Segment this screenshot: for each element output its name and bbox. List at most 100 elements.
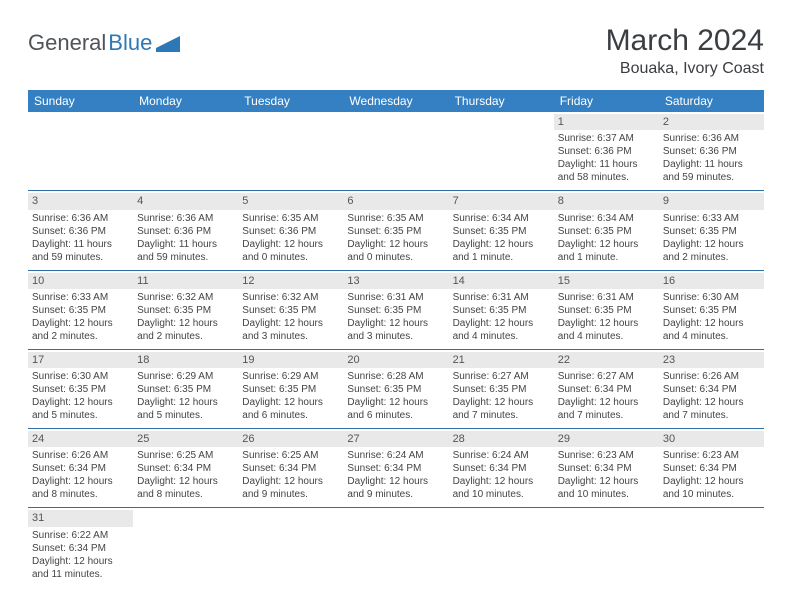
daylight-line: Daylight: 12 hours and 0 minutes. [242,238,339,264]
calendar-day-cell: 8Sunrise: 6:34 AMSunset: 6:35 PMDaylight… [554,191,659,270]
daylight-line: Daylight: 12 hours and 6 minutes. [347,396,444,422]
daylight-line: Daylight: 12 hours and 5 minutes. [32,396,129,422]
calendar-empty-cell [659,508,764,587]
calendar-row: 10Sunrise: 6:33 AMSunset: 6:35 PMDayligh… [28,270,764,349]
day-number: 6 [343,193,448,209]
daylight-line: Daylight: 12 hours and 10 minutes. [453,475,550,501]
calendar-day-cell: 20Sunrise: 6:28 AMSunset: 6:35 PMDayligh… [343,349,448,428]
sunrise-line: Sunrise: 6:23 AM [558,449,655,462]
calendar-day-cell: 15Sunrise: 6:31 AMSunset: 6:35 PMDayligh… [554,270,659,349]
calendar-day-cell: 19Sunrise: 6:29 AMSunset: 6:35 PMDayligh… [238,349,343,428]
sunrise-line: Sunrise: 6:34 AM [558,212,655,225]
calendar-empty-cell [449,112,554,191]
daylight-line: Daylight: 11 hours and 59 minutes. [663,158,760,184]
sunset-line: Sunset: 6:36 PM [137,225,234,238]
day-number: 13 [343,273,448,289]
calendar-day-cell: 23Sunrise: 6:26 AMSunset: 6:34 PMDayligh… [659,349,764,428]
calendar-row: 24Sunrise: 6:26 AMSunset: 6:34 PMDayligh… [28,429,764,508]
sunset-line: Sunset: 6:34 PM [242,462,339,475]
daylight-line: Daylight: 12 hours and 0 minutes. [347,238,444,264]
sunset-line: Sunset: 6:35 PM [32,304,129,317]
daylight-line: Daylight: 12 hours and 2 minutes. [32,317,129,343]
daylight-line: Daylight: 12 hours and 2 minutes. [137,317,234,343]
day-number: 2 [659,114,764,130]
sunset-line: Sunset: 6:34 PM [558,462,655,475]
sunrise-line: Sunrise: 6:25 AM [242,449,339,462]
day-number: 16 [659,273,764,289]
day-number: 28 [449,431,554,447]
calendar-day-cell: 6Sunrise: 6:35 AMSunset: 6:35 PMDaylight… [343,191,448,270]
day-number: 25 [133,431,238,447]
day-number: 20 [343,352,448,368]
day-number: 9 [659,193,764,209]
daylight-line: Daylight: 11 hours and 58 minutes. [558,158,655,184]
calendar-empty-cell [554,508,659,587]
calendar-day-cell: 21Sunrise: 6:27 AMSunset: 6:35 PMDayligh… [449,349,554,428]
calendar-day-cell: 5Sunrise: 6:35 AMSunset: 6:36 PMDaylight… [238,191,343,270]
calendar-day-cell: 25 Sunrise: 6:25 AMSunset: 6:34 PMDayligh… [133,429,238,508]
sunrise-line: Sunrise: 6:29 AM [242,370,339,383]
sunset-line: Sunset: 6:35 PM [242,383,339,396]
title-block: March 2024 Bouaka, Ivory Coast [606,24,764,78]
calendar-body: 1Sunrise: 6:37 AMSunset: 6:36 PMDaylight… [28,112,764,587]
sunrise-line: Sunrise: 6:36 AM [137,212,234,225]
sunrise-line: Sunrise: 6:36 AM [663,132,760,145]
day-number: 17 [28,352,133,368]
calendar-day-cell: 30Sunrise: 6:23 AMSunset: 6:34 PMDayligh… [659,429,764,508]
sunset-line: Sunset: 6:35 PM [137,304,234,317]
calendar-empty-cell [343,112,448,191]
weekday-header: Monday [133,90,238,112]
sunrise-line: Sunrise: 6:37 AM [558,132,655,145]
daylight-line: Daylight: 12 hours and 4 minutes. [558,317,655,343]
header: GeneralBlue March 2024 Bouaka, Ivory Coa… [28,24,764,78]
sunset-line: Sunset: 6:35 PM [663,304,760,317]
sunset-line: Sunset: 6:34 PM [137,462,234,475]
calendar-row: 1Sunrise: 6:37 AMSunset: 6:36 PMDaylight… [28,112,764,191]
sunset-line: Sunset: 6:34 PM [558,383,655,396]
calendar-day-cell: 13Sunrise: 6:31 AMSunset: 6:35 PMDayligh… [343,270,448,349]
day-number: 21 [449,352,554,368]
daylight-line: Daylight: 12 hours and 1 minute. [558,238,655,264]
calendar-empty-cell [238,112,343,191]
sunset-line: Sunset: 6:34 PM [32,462,129,475]
daylight-line: Daylight: 12 hours and 8 minutes. [32,475,129,501]
daylight-line: Daylight: 12 hours and 4 minutes. [663,317,760,343]
calendar-table: SundayMondayTuesdayWednesdayThursdayFrid… [28,90,764,587]
sunrise-line: Sunrise: 6:28 AM [347,370,444,383]
calendar-empty-cell [133,112,238,191]
sunset-line: Sunset: 6:35 PM [453,383,550,396]
daylight-line: Daylight: 12 hours and 11 minutes. [32,555,129,581]
sunset-line: Sunset: 6:36 PM [663,145,760,158]
calendar-day-cell: 22Sunrise: 6:27 AMSunset: 6:34 PMDayligh… [554,349,659,428]
calendar-row: 17Sunrise: 6:30 AMSunset: 6:35 PMDayligh… [28,349,764,428]
daylight-line: Daylight: 12 hours and 1 minute. [453,238,550,264]
calendar-empty-cell [343,508,448,587]
sunset-line: Sunset: 6:35 PM [347,225,444,238]
day-number: 27 [343,431,448,447]
calendar-day-cell: 2 Sunrise: 6:36 AMSunset: 6:36 PMDaylight… [659,112,764,191]
sunset-line: Sunset: 6:36 PM [32,225,129,238]
day-number: 24 [28,431,133,447]
daylight-line: Daylight: 12 hours and 7 minutes. [453,396,550,422]
calendar-empty-cell [28,112,133,191]
calendar-day-cell: 31Sunrise: 6:22 AMSunset: 6:34 PMDayligh… [28,508,133,587]
sunset-line: Sunset: 6:34 PM [663,462,760,475]
daylight-line: Daylight: 12 hours and 3 minutes. [242,317,339,343]
sunrise-line: Sunrise: 6:33 AM [32,291,129,304]
day-number: 1 [554,114,659,130]
calendar-row: 31Sunrise: 6:22 AMSunset: 6:34 PMDayligh… [28,508,764,587]
day-number: 15 [554,273,659,289]
weekday-header: Friday [554,90,659,112]
day-number: 11 [133,273,238,289]
calendar-day-cell: 26Sunrise: 6:25 AMSunset: 6:34 PMDayligh… [238,429,343,508]
calendar-day-cell: 7Sunrise: 6:34 AMSunset: 6:35 PMDaylight… [449,191,554,270]
sunrise-line: Sunrise: 6:33 AM [663,212,760,225]
calendar-empty-cell [238,508,343,587]
daylight-line: Daylight: 12 hours and 10 minutes. [663,475,760,501]
sunset-line: Sunset: 6:35 PM [242,304,339,317]
sunset-line: Sunset: 6:35 PM [453,304,550,317]
sunrise-line: Sunrise: 6:25 AM [137,449,234,462]
daylight-line: Daylight: 12 hours and 8 minutes. [137,475,234,501]
brand-part2: Blue [108,30,152,56]
sunset-line: Sunset: 6:35 PM [137,383,234,396]
